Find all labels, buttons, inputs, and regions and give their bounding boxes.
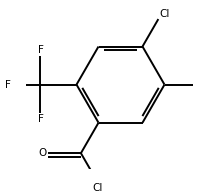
Text: F: F [38,114,43,124]
Text: F: F [5,80,11,90]
Text: F: F [38,45,43,55]
Text: O: O [39,148,47,158]
Text: Cl: Cl [92,183,103,191]
Text: Cl: Cl [159,9,169,19]
